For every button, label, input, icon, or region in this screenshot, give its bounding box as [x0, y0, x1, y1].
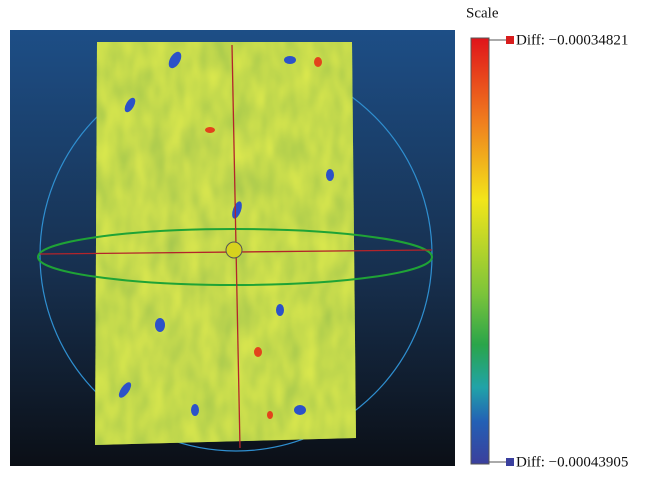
color-scale [471, 38, 489, 464]
max-marker [506, 36, 514, 44]
max-label: Diff: −0.00034821 [516, 32, 628, 48]
min-marker [506, 458, 514, 466]
center-ball [226, 242, 242, 258]
min-label: Diff: −0.00043905 [516, 454, 628, 470]
screenshot: Scale Diff: −0.00034821 Diff: −0.0004390… [0, 0, 664, 475]
page: Scale Diff: −0.00034821 Diff: −0.0004390… [0, 0, 664, 475]
surface [90, 40, 360, 450]
scale-title: Scale [466, 5, 499, 21]
